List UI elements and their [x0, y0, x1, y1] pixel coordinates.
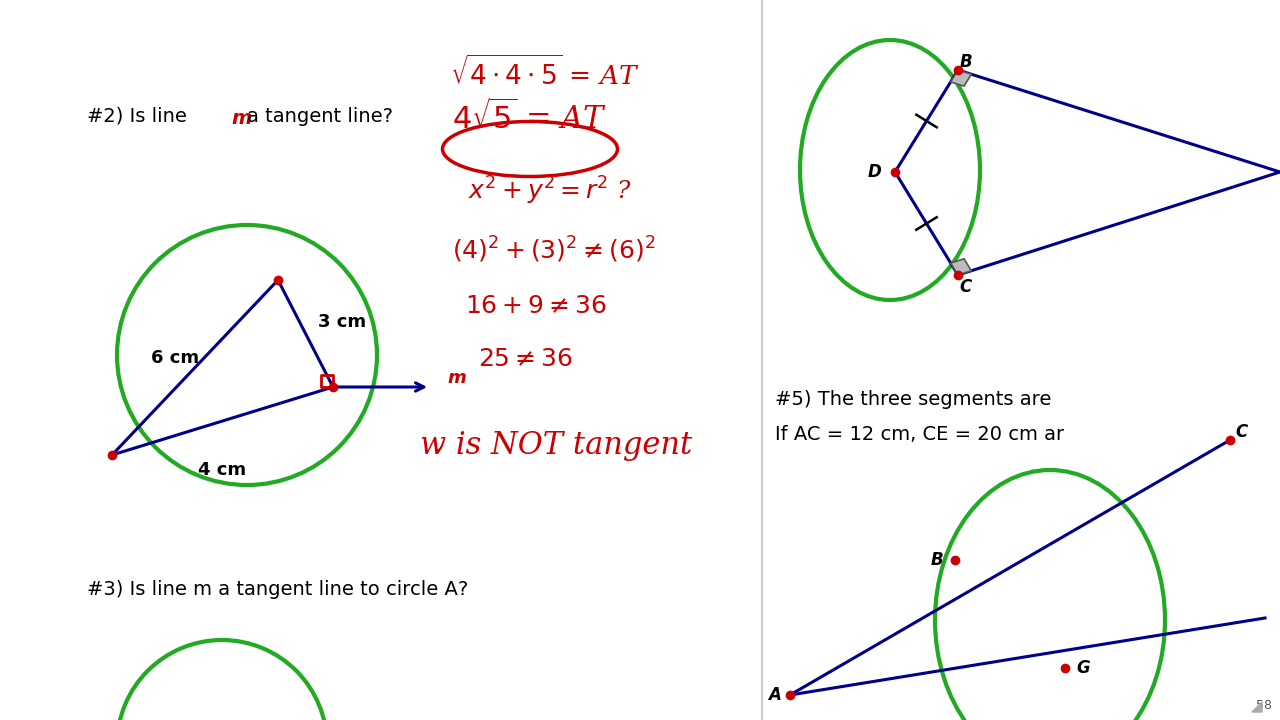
Text: D: D	[868, 163, 882, 181]
Text: $16 + 9 \neq 36$: $16 + 9 \neq 36$	[465, 295, 607, 318]
Text: 6 cm: 6 cm	[151, 349, 200, 367]
Text: $4\sqrt{5}$ = AT: $4\sqrt{5}$ = AT	[452, 100, 607, 136]
Polygon shape	[1252, 702, 1262, 712]
Text: $\sqrt{4 \cdot 4 \cdot 5}$ = AT: $\sqrt{4 \cdot 4 \cdot 5}$ = AT	[451, 55, 640, 90]
Text: 58: 58	[1256, 699, 1272, 712]
Text: G: G	[1076, 659, 1089, 677]
Text: m: m	[230, 109, 251, 128]
Text: #3) Is line m a tangent line to circle A?: #3) Is line m a tangent line to circle A…	[87, 580, 468, 599]
Text: #2) Is line: #2) Is line	[87, 107, 187, 126]
Text: w is NOT tangent: w is NOT tangent	[420, 430, 692, 461]
Text: B: B	[931, 551, 943, 569]
Text: C: C	[1236, 423, 1248, 441]
Text: 3 cm: 3 cm	[317, 313, 366, 331]
Text: B: B	[960, 53, 973, 71]
Text: m: m	[447, 369, 466, 387]
Text: #5) The three segments are: #5) The three segments are	[774, 390, 1051, 409]
Text: 4 cm: 4 cm	[198, 461, 246, 479]
Text: a tangent line?: a tangent line?	[247, 107, 393, 126]
Text: If AC = 12 cm, CE = 20 cm ar: If AC = 12 cm, CE = 20 cm ar	[774, 425, 1064, 444]
Polygon shape	[951, 258, 972, 275]
Text: $25 \neq 36$: $25 \neq 36$	[477, 348, 572, 371]
Text: A: A	[768, 686, 781, 704]
Text: $x^2 + y^2 = r^2$ ?: $x^2 + y^2 = r^2$ ?	[468, 175, 632, 207]
Text: $(4)^2 + (3)^2 \neq (6)^2$: $(4)^2 + (3)^2 \neq (6)^2$	[452, 235, 655, 265]
Text: C: C	[960, 278, 972, 296]
Polygon shape	[951, 70, 972, 86]
